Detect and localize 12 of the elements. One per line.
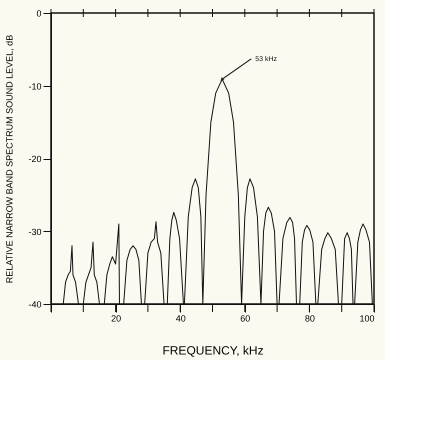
x-tick-label: 40 (176, 314, 186, 324)
y-axis-title: RELATIVE NARROW BAND SPECTRUM SOUND LEVEL, dB (4, 34, 14, 284)
y-tick-label: 0 (36, 8, 42, 18)
y-tick-label: -30 (28, 226, 42, 237)
y-tick-label: -20 (28, 154, 42, 164)
y-tick-label: -10 (28, 81, 42, 92)
x-tick-label: 20 (111, 314, 122, 324)
y-tick-label: -40 (28, 300, 42, 310)
x-tick-label: 80 (304, 314, 315, 324)
x-tick-label: 100 (359, 314, 374, 324)
x-axis-title: FREQUENCY, kHz (162, 344, 264, 358)
x-tick-label: 60 (240, 314, 250, 324)
